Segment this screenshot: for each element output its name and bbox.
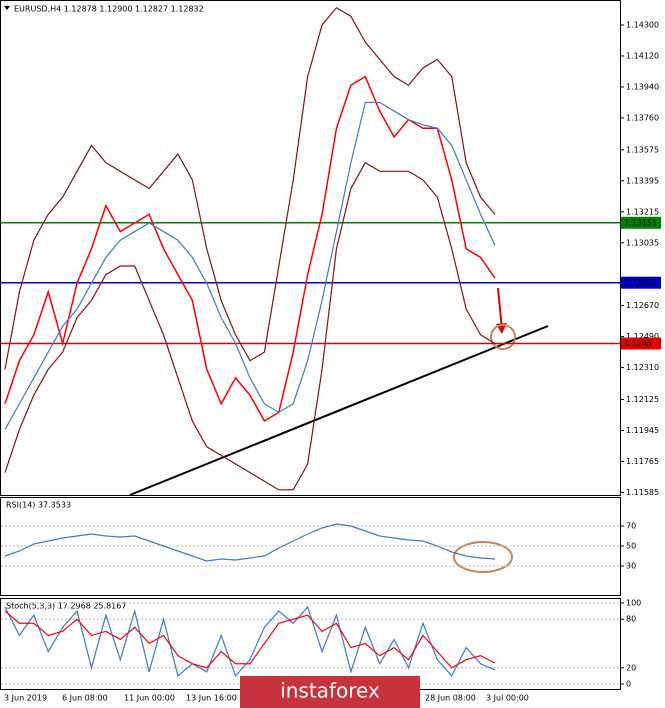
y-tick-label: 20 xyxy=(626,663,636,672)
level-label-box xyxy=(621,276,661,289)
y-tick-label: 1.14300 xyxy=(626,20,659,29)
level-label: 1.13151 xyxy=(624,218,657,227)
level-label-box xyxy=(621,337,661,350)
y-tick-label: 1.13035 xyxy=(626,238,659,247)
y-tick-label: 1.11585 xyxy=(626,488,659,497)
y-tick-label: 1.13395 xyxy=(626,176,659,185)
y-tick-label: 1.13940 xyxy=(626,82,659,91)
y-tick-label: 1.12670 xyxy=(626,301,659,310)
level-label-box xyxy=(621,216,661,229)
y-tick-label: 1.14120 xyxy=(626,51,659,60)
series-line xyxy=(4,605,496,678)
highlight-circle xyxy=(453,541,513,573)
stoch-title: Stoch(5,3,3) 17.2968 25.8167 xyxy=(6,602,126,611)
watermark: instaforex xyxy=(280,679,380,703)
y-tick-label: 1.12125 xyxy=(626,395,659,404)
y-tick-label: 1.13575 xyxy=(626,145,659,154)
watermark-box xyxy=(240,676,420,708)
series-line xyxy=(4,610,496,669)
level-label: 1.12803 xyxy=(624,278,657,287)
x-tick-label: 13 Jun 16:00 xyxy=(186,694,237,703)
trend-line xyxy=(129,325,549,496)
y-tick-label: 1.12490 xyxy=(626,332,659,341)
y-tick-label: 0 xyxy=(626,680,631,689)
y-tick-label: 70 xyxy=(626,522,636,531)
main-panel xyxy=(0,0,621,496)
highlight-circle xyxy=(490,324,516,350)
level-label: 1.1245 xyxy=(624,339,652,348)
y-tick-label: 1.13215 xyxy=(626,207,659,216)
x-tick-label: 3 Jun 2019 xyxy=(4,694,47,703)
y-tick-label: 100 xyxy=(626,599,641,608)
y-tick-label: 1.12310 xyxy=(626,363,659,372)
x-tick-label: 3 Jul 00:00 xyxy=(486,694,529,703)
y-tick-label: 1.13760 xyxy=(626,113,659,122)
arrow xyxy=(497,287,503,331)
x-tick-label: 11 Jun 00:00 xyxy=(124,694,175,703)
y-tick-label: 50 xyxy=(626,542,636,551)
series-line xyxy=(4,523,496,562)
x-tick-label: 6 Jun 08:00 xyxy=(62,694,108,703)
y-tick-label: 1.11765 xyxy=(626,457,659,466)
y-tick-label: 30 xyxy=(626,562,636,571)
series-line xyxy=(4,6,496,370)
x-tick-label: 28 Jun 08:00 xyxy=(425,694,476,703)
y-tick-label: 80 xyxy=(626,615,636,624)
rsi-title: RSI(14) 37.3533 xyxy=(6,501,71,510)
y-tick-label: 1.11945 xyxy=(626,426,659,435)
series-line xyxy=(4,161,496,491)
chart-title: EURUSD,H4 1.12878 1.12900 1.12827 1.1283… xyxy=(14,5,204,14)
menu-arrow xyxy=(4,6,10,10)
series-line xyxy=(4,101,496,430)
series-line xyxy=(4,75,496,423)
